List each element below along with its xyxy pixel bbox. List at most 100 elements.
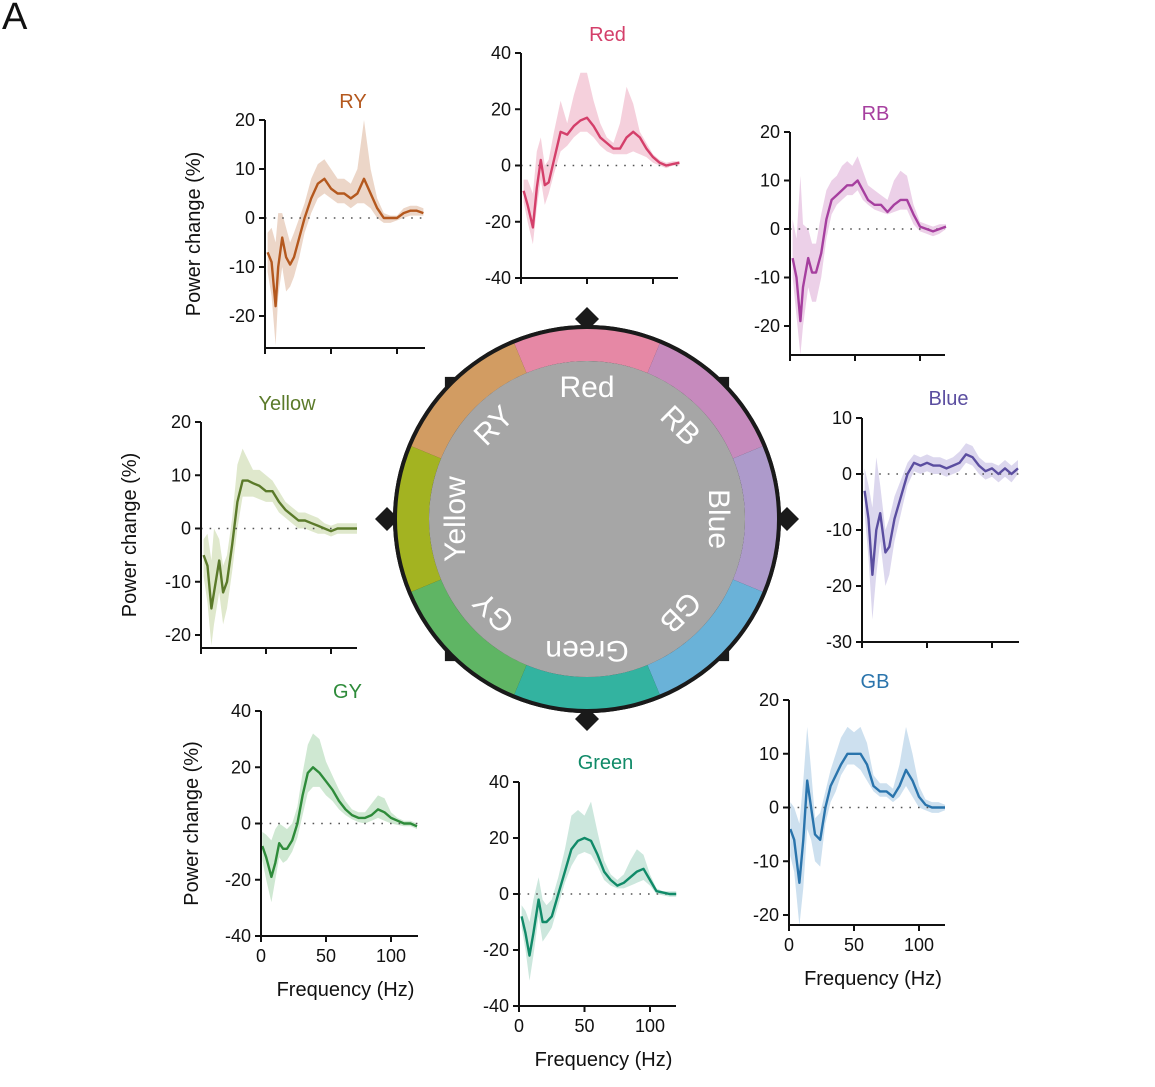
green-sem-band xyxy=(521,801,677,981)
panel-label: A xyxy=(2,0,28,38)
gb-mean-line xyxy=(789,752,945,884)
blue-chart-title: Blue xyxy=(928,388,968,410)
ry-chart-title: RY xyxy=(339,91,366,113)
wheel-segment-green xyxy=(514,664,660,709)
green-ytick-label: 0 xyxy=(499,884,509,904)
blue-ytick-label: 10 xyxy=(832,408,852,428)
green-ytick-label: -40 xyxy=(483,996,509,1016)
gy-xtick-label: 100 xyxy=(376,946,406,966)
rb-ytick-label: 20 xyxy=(760,122,780,142)
gb-sem-band xyxy=(790,726,945,926)
blue-ytick-label: -30 xyxy=(826,632,852,652)
chart-gb: -20 -10 0 10 20 0 50 100 GB Frequency (Hz) xyxy=(753,671,945,990)
yellow-ytick-label: 20 xyxy=(171,412,191,432)
rb-ytick-label: 10 xyxy=(760,171,780,191)
green-mean-line xyxy=(520,836,677,957)
gy-ytick-label: -40 xyxy=(225,926,251,946)
yellow-ytick-label: -20 xyxy=(165,625,191,645)
gy-xtick-label: 50 xyxy=(316,946,336,966)
red-ytick-label: 20 xyxy=(491,99,511,119)
gy-ytick-label: 40 xyxy=(231,701,251,721)
wheel-segment-gy xyxy=(411,579,527,695)
gy-mean-line xyxy=(261,766,418,879)
red-ytick-label: -20 xyxy=(485,212,511,232)
wheel-label-blue: Blue xyxy=(702,489,735,549)
yellow-mean-line xyxy=(202,479,357,610)
yellow-y-axis-label: Power change (%) xyxy=(119,453,141,618)
wheel-segment-rb xyxy=(647,343,763,459)
gy-ytick-label: -20 xyxy=(225,870,251,890)
wheel-segment-red xyxy=(514,329,660,374)
gy-ytick-label: 0 xyxy=(241,814,251,834)
chart-yellow: -20 -10 0 10 20 Yellow Power change (%) xyxy=(119,393,357,654)
gy-sem-band xyxy=(262,733,417,903)
gb-x-axis-label: Frequency (Hz) xyxy=(804,968,942,990)
gb-xtick-label: 0 xyxy=(784,935,794,955)
yellow-ytick-label: -10 xyxy=(165,572,191,592)
wheel-label-red: Red xyxy=(559,371,614,404)
gb-ytick-label: 20 xyxy=(759,690,779,710)
green-chart-title: Green xyxy=(578,752,634,774)
ry-ytick-label: -10 xyxy=(229,257,255,277)
gy-xtick-label: 0 xyxy=(256,946,266,966)
wheel-label-green: Green xyxy=(545,634,628,667)
wheel-center xyxy=(429,361,745,677)
red-ytick-label: 40 xyxy=(491,43,511,63)
chart-green: -40 -20 0 20 40 0 50 100 Green Frequency (Hz) xyxy=(483,752,677,1071)
wheel-diamond-marker xyxy=(775,507,799,531)
green-ytick-label: -20 xyxy=(483,940,509,960)
rb-ytick-label: -10 xyxy=(754,268,780,288)
wheel-segment-ry xyxy=(411,343,527,459)
red-ytick-label: 0 xyxy=(501,156,511,176)
wheel-segment-blue xyxy=(732,446,777,592)
gb-ytick-label: 10 xyxy=(759,744,779,764)
rb-ytick-label: -20 xyxy=(754,316,780,336)
blue-ytick-label: -10 xyxy=(826,520,852,540)
ry-sem-band xyxy=(267,120,424,346)
gb-ytick-label: -20 xyxy=(753,905,779,925)
green-ytick-label: 40 xyxy=(489,772,509,792)
ry-ytick-label: -20 xyxy=(229,306,255,326)
ry-ytick-label: 0 xyxy=(245,208,255,228)
green-xtick-label: 50 xyxy=(574,1016,594,1036)
rb-chart-title: RB xyxy=(862,103,890,125)
gb-ytick-label: -10 xyxy=(753,851,779,871)
green-xtick-label: 100 xyxy=(635,1016,665,1036)
blue-mean-line xyxy=(863,453,1019,576)
green-ytick-label: 20 xyxy=(489,828,509,848)
blue-ytick-label: 0 xyxy=(842,464,852,484)
wheel-segment-gb xyxy=(647,579,763,695)
gy-x-axis-label: Frequency (Hz) xyxy=(277,979,415,1001)
chart-rb: -20 -10 0 10 20 RB xyxy=(754,103,947,361)
gy-ytick-label: 20 xyxy=(231,757,251,777)
rb-ytick-label: 0 xyxy=(770,219,780,239)
rb-mean-line xyxy=(791,179,947,323)
ry-mean-line xyxy=(266,177,424,308)
wheel-diamond-marker xyxy=(575,707,599,731)
red-ytick-label: -40 xyxy=(485,268,511,288)
gb-chart-title: GB xyxy=(861,671,890,693)
red-mean-line xyxy=(522,116,680,229)
gb-xtick-label: 50 xyxy=(844,935,864,955)
ry-y-axis-label: Power change (%) xyxy=(183,152,205,317)
rb-sem-band xyxy=(792,156,946,356)
wheel-diamond-marker xyxy=(375,507,399,531)
ry-ytick-label: 10 xyxy=(235,159,255,179)
gb-ytick-label: 0 xyxy=(769,798,779,818)
wheel-label-yellow: Yellow xyxy=(439,476,472,562)
wheel-diamond-marker xyxy=(575,307,599,331)
gy-chart-title: GY xyxy=(333,681,362,703)
blue-ytick-label: -20 xyxy=(826,576,852,596)
red-chart-title: Red xyxy=(589,24,626,46)
green-xtick-label: 0 xyxy=(514,1016,524,1036)
red-sem-band xyxy=(523,72,680,245)
yellow-ytick-label: 0 xyxy=(181,519,191,539)
ry-ytick-label: 20 xyxy=(235,110,255,130)
gb-xtick-label: 100 xyxy=(904,935,934,955)
green-x-axis-label: Frequency (Hz) xyxy=(535,1049,673,1071)
gy-y-axis-label: Power change (%) xyxy=(181,741,203,906)
chart-gy: -40 -20 0 20 40 0 50 100 GY Frequency (Hz) Power c… xyxy=(181,681,418,1001)
